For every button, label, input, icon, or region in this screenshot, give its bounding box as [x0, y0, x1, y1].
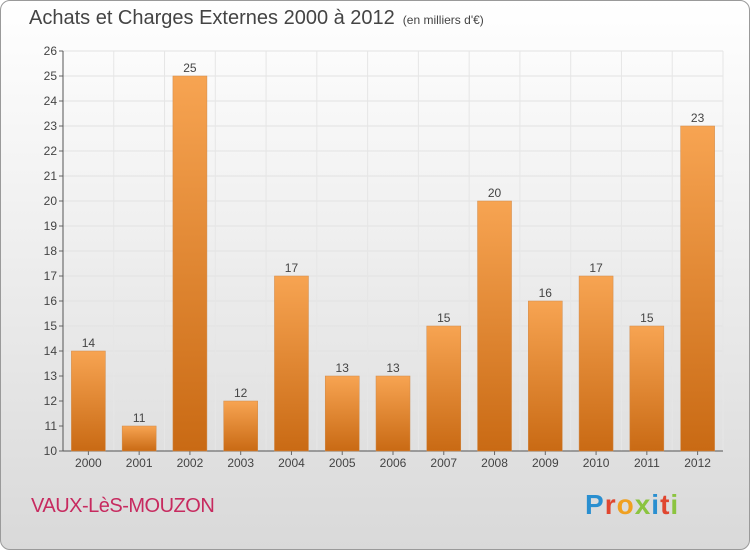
bar-value-label: 23 [691, 111, 705, 125]
bar [324, 375, 360, 452]
x-tick-label: 2001 [126, 456, 153, 470]
bar-value-label: 15 [437, 311, 451, 325]
y-tick-label: 16 [44, 294, 58, 308]
y-tick-label: 11 [45, 419, 58, 433]
bar-value-label: 25 [183, 61, 197, 75]
y-tick-label: 17 [44, 269, 58, 283]
x-tick-label: 2004 [278, 456, 305, 470]
x-tick-label: 2011 [634, 456, 660, 470]
bar-value-label: 13 [336, 361, 350, 375]
y-tick-label: 23 [44, 119, 58, 133]
y-tick-label: 26 [44, 44, 58, 58]
bar [71, 350, 106, 452]
title-line: Achats et Charges Externes 2000 à 2012 (e… [29, 7, 484, 30]
bar [629, 325, 665, 452]
bar-value-label: 13 [386, 361, 400, 375]
bar-value-label: 17 [589, 261, 603, 275]
bar [680, 125, 715, 452]
y-tick-label: 24 [44, 94, 58, 108]
logo-letter: i [670, 489, 680, 520]
x-tick-label: 2009 [532, 456, 559, 470]
x-tick-label: 2000 [75, 456, 102, 470]
bar [528, 300, 563, 452]
y-tick-label: 13 [44, 369, 58, 383]
logo-letter: x [634, 489, 652, 520]
y-tick-label: 22 [44, 144, 58, 158]
x-tick-label: 2006 [380, 456, 407, 470]
x-tick-label: 2003 [227, 456, 254, 470]
bar [172, 75, 208, 452]
bar-value-label: 17 [285, 261, 299, 275]
y-tick-label: 19 [44, 219, 58, 233]
bar-value-label: 11 [133, 411, 146, 425]
logo-letter: t [660, 489, 671, 520]
bar [223, 400, 258, 452]
y-tick-label: 10 [44, 444, 58, 458]
x-tick-label: 2002 [177, 456, 204, 470]
y-tick-label: 15 [44, 319, 58, 333]
bar [375, 375, 411, 452]
y-tick-label: 12 [44, 394, 58, 408]
bar [121, 425, 157, 452]
bar-value-label: 14 [82, 336, 96, 350]
place-name: VAUX-LèS-MOUZON [31, 495, 215, 517]
bar [578, 275, 614, 452]
bar-value-label: 20 [488, 186, 502, 200]
bar [477, 200, 512, 452]
bar [274, 275, 309, 452]
chart-subtitle: (en milliers d'€) [402, 13, 484, 27]
chart-title: Achats et Charges Externes 2000 à 2012 [29, 7, 395, 29]
x-tick-label: 2008 [481, 456, 508, 470]
labels: 10 11 12 13 14 15 16 17 18 19 20 21 22 23 24 25 26 14 2000… [44, 44, 712, 470]
bar [426, 325, 462, 452]
x-tick-label: 2005 [329, 456, 356, 470]
y-tick-label: 14 [44, 344, 58, 358]
bar-value-label: 15 [640, 311, 654, 325]
bar-value-label: 16 [539, 286, 553, 300]
x-tick-label: 2010 [583, 456, 610, 470]
x-tick-label: 2012 [684, 456, 711, 470]
logo-letter: o [616, 489, 635, 520]
y-tick-label: 25 [44, 69, 58, 83]
logo-letter: r [604, 489, 617, 520]
y-tick-label: 21 [44, 169, 58, 183]
y-tick-label: 20 [44, 194, 58, 208]
logo-letter: P [585, 489, 605, 520]
x-tick-label: 2007 [430, 456, 457, 470]
proxiti-logo: Proxiti [585, 489, 679, 521]
bars [71, 75, 715, 452]
bar-value-label: 12 [234, 386, 248, 400]
y-tick-label: 18 [44, 244, 58, 258]
logo-letter: i [651, 489, 661, 520]
